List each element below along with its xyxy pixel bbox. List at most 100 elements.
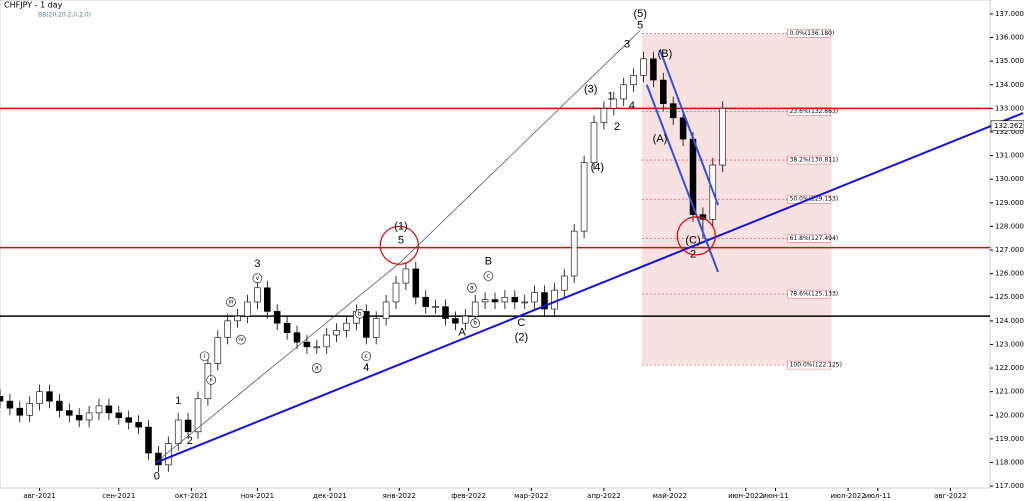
last-price-label: 132.262 — [994, 122, 1023, 130]
y-tick-label: 131.000 — [995, 152, 1024, 160]
candle-body — [590, 122, 598, 163]
candle-body — [264, 287, 271, 312]
y-tick-label: 126.000 — [995, 270, 1024, 278]
candle-body — [610, 98, 618, 109]
candle-body — [184, 419, 192, 433]
candle-body — [343, 322, 350, 331]
trend-line — [154, 30, 641, 464]
chart-title: CHFJPY - 1 day — [4, 1, 63, 10]
candle-body — [56, 400, 63, 411]
candle-body — [95, 405, 103, 414]
candle-body — [640, 58, 647, 76]
trend-line — [659, 49, 720, 206]
fib-label: 61.8%(127.494) — [790, 235, 839, 242]
wave-label-minor: c — [487, 272, 490, 279]
candle-body — [234, 315, 241, 322]
candle-body — [521, 301, 528, 304]
x-tick-label: май-2022 — [653, 492, 687, 500]
wave-label-circle — [354, 308, 365, 319]
wave-label-circle — [470, 318, 481, 329]
y-tick-label: 128.000 — [995, 222, 1024, 230]
fib-label-box — [787, 155, 831, 165]
candle-body — [402, 268, 410, 284]
x-tick-label: дек-2021 — [313, 492, 347, 500]
wave-label: (B) — [658, 48, 673, 60]
candle-body — [155, 452, 162, 466]
candle-body — [254, 287, 261, 303]
wave-label-minor: iii — [228, 298, 233, 305]
wave-label-circle — [236, 334, 246, 345]
wave-label: 1 — [175, 395, 181, 407]
x-tick-label: фев-2022 — [451, 492, 486, 500]
candle-body — [650, 58, 657, 81]
candle-body — [273, 311, 281, 324]
highlight-circle — [676, 216, 716, 256]
highlight-circle — [379, 225, 419, 265]
wave-label: B — [485, 256, 492, 268]
wave-label-circle — [252, 273, 263, 284]
candle-body — [0, 396, 4, 402]
wave-label-circle — [311, 363, 322, 373]
y-tick-label: 125.000 — [995, 293, 1024, 301]
wave-label: 0 — [154, 471, 160, 483]
wave-label: (5) — [633, 8, 646, 20]
x-tick-label: ноя-2021 — [241, 492, 274, 500]
candle-body — [36, 391, 43, 404]
candle-body — [323, 334, 330, 348]
wave-label-minor: a — [470, 284, 474, 291]
wave-label-minor: iv — [238, 336, 244, 343]
x-tick-label: июн-11 — [762, 492, 788, 500]
fib-label-box — [787, 29, 831, 38]
wave-label: (4) — [591, 161, 604, 173]
fib-label-box — [787, 107, 831, 116]
plot-area — [0, 0, 991, 489]
y-tick-label: 133.000 — [995, 104, 1024, 112]
candle-body — [669, 103, 677, 119]
candle-body — [66, 410, 73, 416]
fib-label: 100.0%(122.125) — [790, 362, 842, 369]
candle-body — [432, 306, 439, 308]
candle-body — [135, 422, 142, 428]
wave-label: (C) — [685, 234, 700, 246]
x-tick-label: июн-2022 — [728, 492, 763, 500]
fib-label-box — [787, 289, 831, 299]
y-tick-label: 136.000 — [995, 34, 1024, 42]
wave-label: 3 — [254, 258, 260, 270]
fib-label: 50.0%(129.153) — [790, 196, 839, 203]
wave-label-circle — [199, 351, 210, 362]
y-tick-label: 132.000 — [995, 128, 1024, 136]
y-tick-label: 137.000 — [995, 10, 1024, 18]
candle-body — [422, 296, 429, 307]
y-tick-label: 118.000 — [995, 459, 1024, 467]
fib-label: 78.6%(125.133) — [790, 291, 839, 298]
candle-body — [501, 296, 509, 303]
candle-body — [194, 398, 202, 433]
candle-body — [75, 414, 83, 421]
last-price-box — [990, 120, 1024, 132]
candle-body — [105, 405, 113, 414]
fib-label: 23.6%(132.863) — [790, 108, 839, 115]
wave-label-circle — [483, 271, 494, 281]
wave-label-minor: a — [315, 365, 319, 372]
candle-body — [115, 412, 123, 418]
wave-label-circle — [361, 351, 372, 362]
y-tick-label: 120.000 — [995, 411, 1024, 419]
wave-label-minor: i — [204, 353, 206, 360]
candle-body — [363, 311, 370, 338]
candle-body — [511, 296, 519, 303]
wave-label: A — [458, 327, 466, 339]
candle-body — [16, 407, 24, 416]
wave-label: 4 — [363, 362, 369, 374]
wave-label-minor: c — [365, 353, 368, 360]
candle-body — [224, 320, 231, 338]
fib-label-box — [787, 360, 831, 370]
wave-label-minor: ii — [210, 376, 214, 383]
y-tick-label: 134.000 — [995, 81, 1024, 89]
x-tick-label: сен-2021 — [102, 492, 135, 500]
trend-line — [645, 84, 720, 273]
wave-label: 2 — [187, 435, 193, 447]
candle-body — [630, 75, 637, 86]
wave-label: 4 — [629, 100, 635, 112]
x-tick-label: мар-2022 — [514, 492, 548, 500]
